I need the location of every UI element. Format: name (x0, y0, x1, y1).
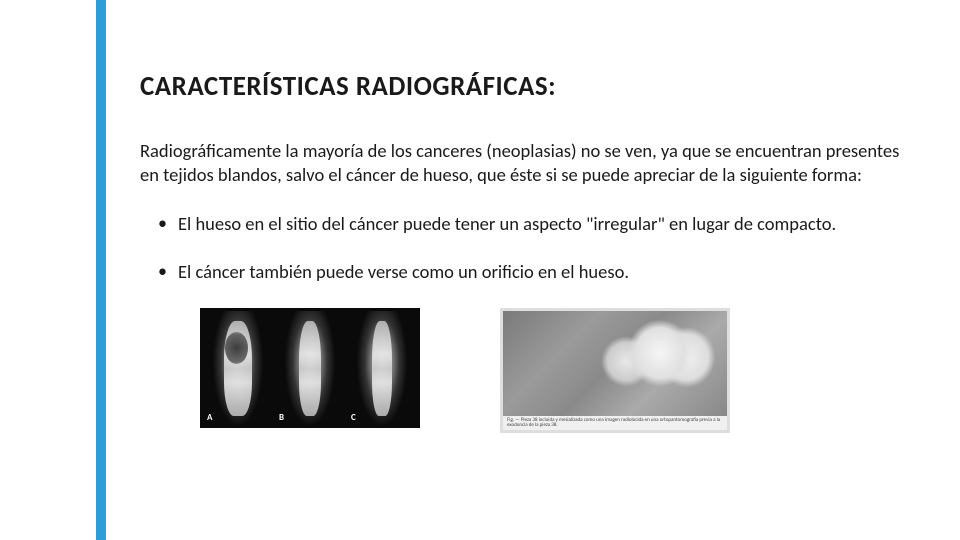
accent-bar (96, 0, 106, 540)
bullet-item: El cáncer también puede verse como un or… (158, 260, 900, 284)
intro-paragraph: Radiográficamente la mayoría de los canc… (140, 139, 900, 186)
knee-panel-c (347, 311, 417, 425)
bone-shape (372, 321, 392, 417)
bone-shape (299, 321, 321, 417)
dental-caption: Fig. — Pieza 38 incluida y mesializada c… (503, 416, 727, 430)
bullet-item: El hueso en el sitio del cáncer puede te… (158, 212, 900, 236)
slide-content: CARACTERÍSTICAS RADIOGRÁFICAS: Radiográf… (140, 70, 900, 433)
bullet-list: El hueso en el sitio del cáncer puede te… (140, 212, 900, 284)
dental-xray-area (503, 311, 727, 416)
knee-xray-image (200, 308, 420, 428)
slide-title: CARACTERÍSTICAS RADIOGRÁFICAS: (140, 70, 900, 103)
dental-xray-image: Fig. — Pieza 38 incluida y mesializada c… (500, 308, 730, 433)
knee-panel-b (275, 311, 345, 425)
lesion-shape (225, 332, 247, 364)
knee-panel-a (203, 311, 273, 425)
images-row: Fig. — Pieza 38 incluida y mesializada c… (200, 308, 900, 433)
